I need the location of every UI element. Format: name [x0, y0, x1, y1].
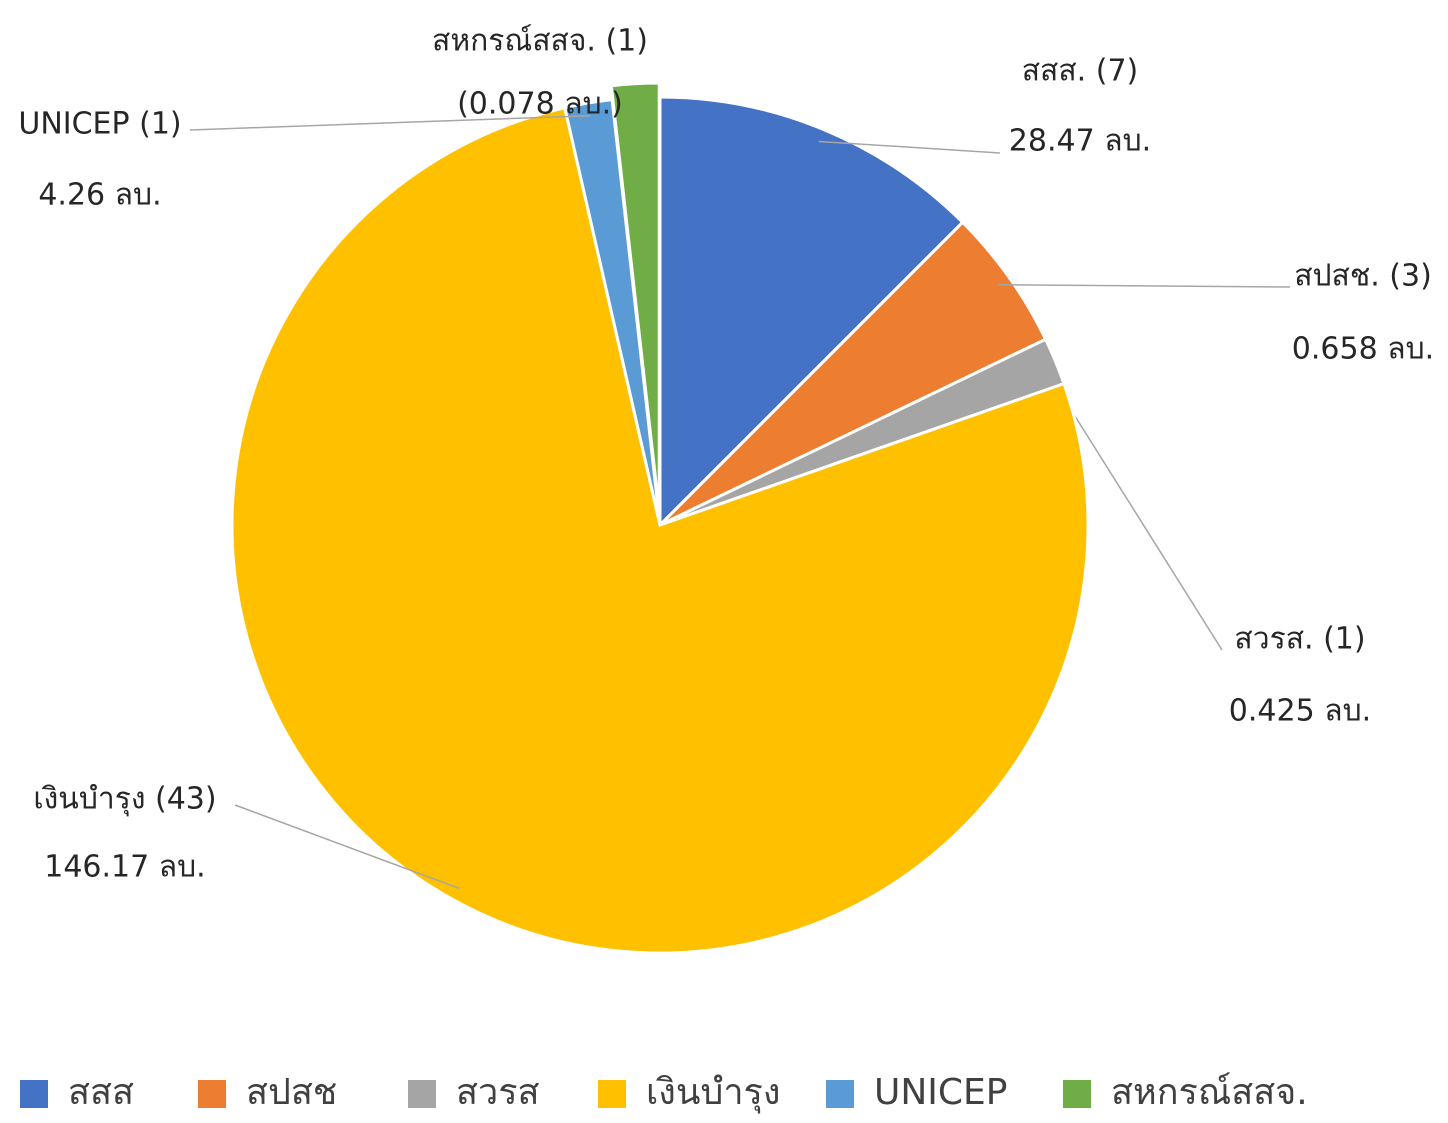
- data-label: สวรส. (1): [1234, 622, 1365, 657]
- amount-label: 0.658 ลบ.: [1292, 332, 1434, 367]
- amount-label: 4.26 ลบ.: [38, 178, 161, 213]
- legend-swatch: [598, 1080, 626, 1108]
- amount-label: 146.17 ลบ.: [44, 850, 205, 885]
- legend-swatch: [1063, 1080, 1091, 1108]
- data-label: สหกรณ์สสจ. (1): [432, 24, 648, 59]
- leader-line: [234, 804, 460, 890]
- data-label: เงินบำรุง (43): [33, 782, 216, 818]
- leader-line: [998, 284, 1291, 288]
- legend-label: สปสช: [246, 1072, 337, 1113]
- pie-slice: [230, 105, 1090, 955]
- legend-label: เงินบำรุง: [646, 1072, 780, 1114]
- amount-label: 28.47 ลบ.: [1009, 124, 1151, 159]
- data-label: UNICEP (1): [18, 107, 181, 142]
- pie-slice: [658, 220, 1048, 527]
- data-label: สสส. (7): [1022, 54, 1139, 89]
- pie-slice: [658, 95, 965, 529]
- amount-label: 0.425 ลบ.: [1229, 694, 1371, 729]
- pie-slice: [609, 81, 661, 512]
- legend-swatch: [408, 1080, 436, 1108]
- legend-swatch: [826, 1080, 854, 1108]
- legend-label: สสส: [68, 1072, 134, 1113]
- legend-label: สหกรณ์สสจ.: [1111, 1072, 1308, 1113]
- data-label: สปสช. (3): [1294, 259, 1432, 294]
- leader-line: [189, 114, 591, 131]
- leader-line: [818, 140, 1001, 154]
- legend-swatch: [198, 1080, 226, 1108]
- legend-label: UNICEP: [874, 1072, 1008, 1113]
- amount-label: (0.078 ลบ.): [457, 87, 623, 122]
- legend-swatch: [20, 1080, 48, 1108]
- legend-label: สวรส: [456, 1072, 540, 1113]
